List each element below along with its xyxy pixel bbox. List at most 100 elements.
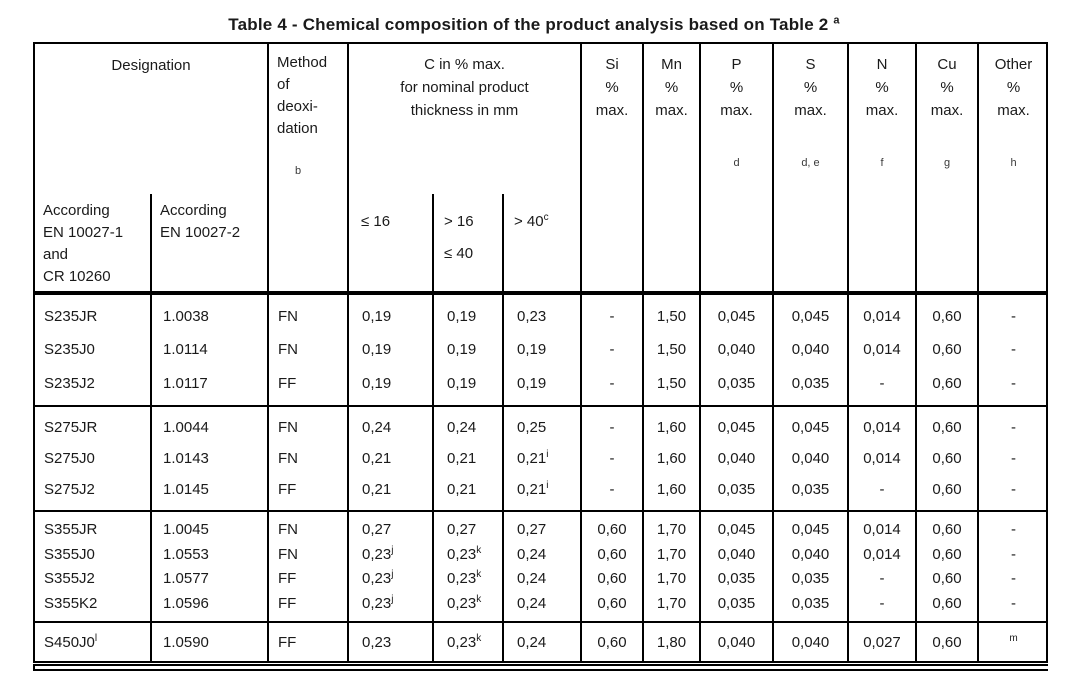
- table-title: Table 4 - Chemical composition of the pr…: [0, 0, 1068, 42]
- cell-value: S235J0: [44, 341, 95, 359]
- header-line: According: [160, 202, 227, 219]
- cell-value: FF: [278, 570, 297, 588]
- cell-value: 0,60: [932, 308, 962, 326]
- cell-value: FN: [278, 341, 298, 359]
- cell-value: 0,21: [362, 481, 392, 498]
- value-cell: 0,24: [502, 623, 580, 661]
- cell-value: 1.0590: [163, 633, 209, 651]
- cell-value: 0,60: [597, 595, 627, 613]
- cell-value: 0,23k: [447, 569, 482, 588]
- cell-value: -: [1011, 570, 1016, 588]
- cell-value: 0,035: [791, 595, 830, 613]
- cell-value: 0,23j: [362, 544, 394, 563]
- value-cell: FN FN FF FF: [267, 512, 347, 621]
- header-text: > 40: [514, 213, 544, 230]
- header-according-en10027-1: According EN 10027-1 and CR 10260: [35, 194, 150, 291]
- header-line: Method: [277, 54, 328, 71]
- table-row-group: S450J0l 1.0590 FF 0,23 0,23k 0,24 0,60 1,80 0,04…: [35, 621, 1046, 661]
- cell-value: 0,23k: [447, 632, 482, 651]
- footnote-ref-k: k: [476, 569, 482, 581]
- cell-value: 0,60: [932, 341, 962, 359]
- cell-value: m: [979, 633, 1048, 651]
- header-according-en10027-2: According EN 10027-2: [150, 194, 267, 291]
- element-symbol: P: [731, 56, 742, 73]
- cell-value: 1.0044: [163, 419, 209, 436]
- element-symbol: Cu: [937, 56, 957, 73]
- cell-value: 1,70: [656, 570, 687, 588]
- cell-value: 0,24: [447, 419, 477, 436]
- table-row-group: S355JR S355J0 S355J2 S355K2 1.0045 1.0553 1.05…: [35, 510, 1046, 621]
- header-line: > 40c: [514, 206, 580, 238]
- value-cell: 0,014 0,014 -: [847, 407, 915, 510]
- cell-value: -: [609, 308, 615, 326]
- cell-value: 0,60: [597, 545, 627, 563]
- element-max: max.: [930, 102, 964, 119]
- cell-value: 0,035: [717, 481, 756, 498]
- element-max: max.: [865, 102, 899, 119]
- cell-value: S355J0: [44, 545, 95, 563]
- element-max: max.: [997, 102, 1030, 119]
- header-carbon-max: C in % max. for nominal product thicknes…: [347, 44, 580, 194]
- cell-value: 0,014: [863, 545, 901, 563]
- cell-value: FF: [278, 595, 297, 613]
- cell-value: 0,027: [863, 633, 901, 651]
- value-cell: 1.0044 1.0143 1.0145: [150, 407, 267, 510]
- value-cell: 0,014 0,014 -: [847, 295, 915, 405]
- value-cell: 0,19 0,19 0,19: [347, 295, 432, 405]
- header-n: N % max. f: [847, 44, 915, 291]
- value-cell: 0,60 0,60 0,60 0,60: [915, 512, 977, 621]
- table-title-footnote-sup: a: [833, 14, 840, 27]
- cell-value: 0,040: [717, 633, 756, 651]
- value-cell: 0,60 0,60 0,60 0,60: [580, 512, 642, 621]
- element-symbol: S: [805, 56, 816, 73]
- cell-value: 0,60: [932, 450, 962, 467]
- cell-value: 0,045: [717, 419, 756, 436]
- value-cell: 0,19 0,19 0,19: [432, 295, 502, 405]
- cell-value: 0,045: [791, 520, 830, 538]
- value-cell: - - - -: [977, 512, 1048, 621]
- cell-value: 1,60: [656, 481, 687, 498]
- value-cell: 0,045 0,040 0,035: [772, 295, 847, 405]
- value-cell: 1.0590: [150, 623, 267, 661]
- header-si: Si % max.: [580, 44, 642, 291]
- element-unit: %: [803, 79, 818, 96]
- cell-value: -: [609, 341, 615, 359]
- grade-cell: S450J0l: [35, 623, 150, 661]
- cell-value: -: [1011, 520, 1016, 538]
- cell-value: 1.0145: [163, 481, 209, 498]
- element-max: max.: [595, 102, 629, 119]
- cell-value: 1,70: [656, 520, 687, 538]
- value-cell: 0,027: [847, 623, 915, 661]
- cell-value: FF: [278, 481, 297, 498]
- value-cell: 0,045 0,040 0,035 0,035: [772, 512, 847, 621]
- header-line: > 16: [444, 213, 474, 230]
- element-symbol: Other: [994, 56, 1033, 73]
- cell-value: 0,60: [597, 520, 627, 538]
- value-cell: 0,045 0,040 0,035: [699, 295, 772, 405]
- cell-value: 0,040: [791, 341, 830, 359]
- cell-value: 0,035: [717, 374, 756, 392]
- header-p: P % max. d: [699, 44, 772, 291]
- value-cell: 0,60: [915, 623, 977, 661]
- cell-value: 0,19: [447, 341, 477, 359]
- footnote-ref-f: f: [880, 157, 884, 169]
- cell-value: -: [609, 481, 615, 498]
- footnote-ref-j: j: [391, 569, 394, 581]
- cell-value: 0,60: [932, 633, 962, 651]
- cell-value: 0,60: [932, 570, 962, 588]
- value-cell: 0,60 0,60 0,60: [915, 295, 977, 405]
- cell-value: 0,040: [791, 545, 830, 563]
- cell-value: -: [1011, 595, 1016, 613]
- value-cell: 0,27 0,24 0,24 0,24: [502, 512, 580, 621]
- cell-value: -: [609, 374, 615, 392]
- footnote-ref-k: k: [476, 632, 482, 644]
- cell-value: S275J2: [44, 481, 95, 498]
- cell-value: 0,014: [863, 520, 901, 538]
- element-unit: %: [605, 79, 619, 96]
- value-cell: 0,60 0,60 0,60: [915, 407, 977, 510]
- cell-value: 0,60: [597, 570, 627, 588]
- cell-value: 0,014: [863, 341, 901, 359]
- header-line: ≤ 16: [361, 213, 391, 230]
- next-section-edge: [33, 666, 1048, 671]
- cell-value: -: [609, 450, 615, 467]
